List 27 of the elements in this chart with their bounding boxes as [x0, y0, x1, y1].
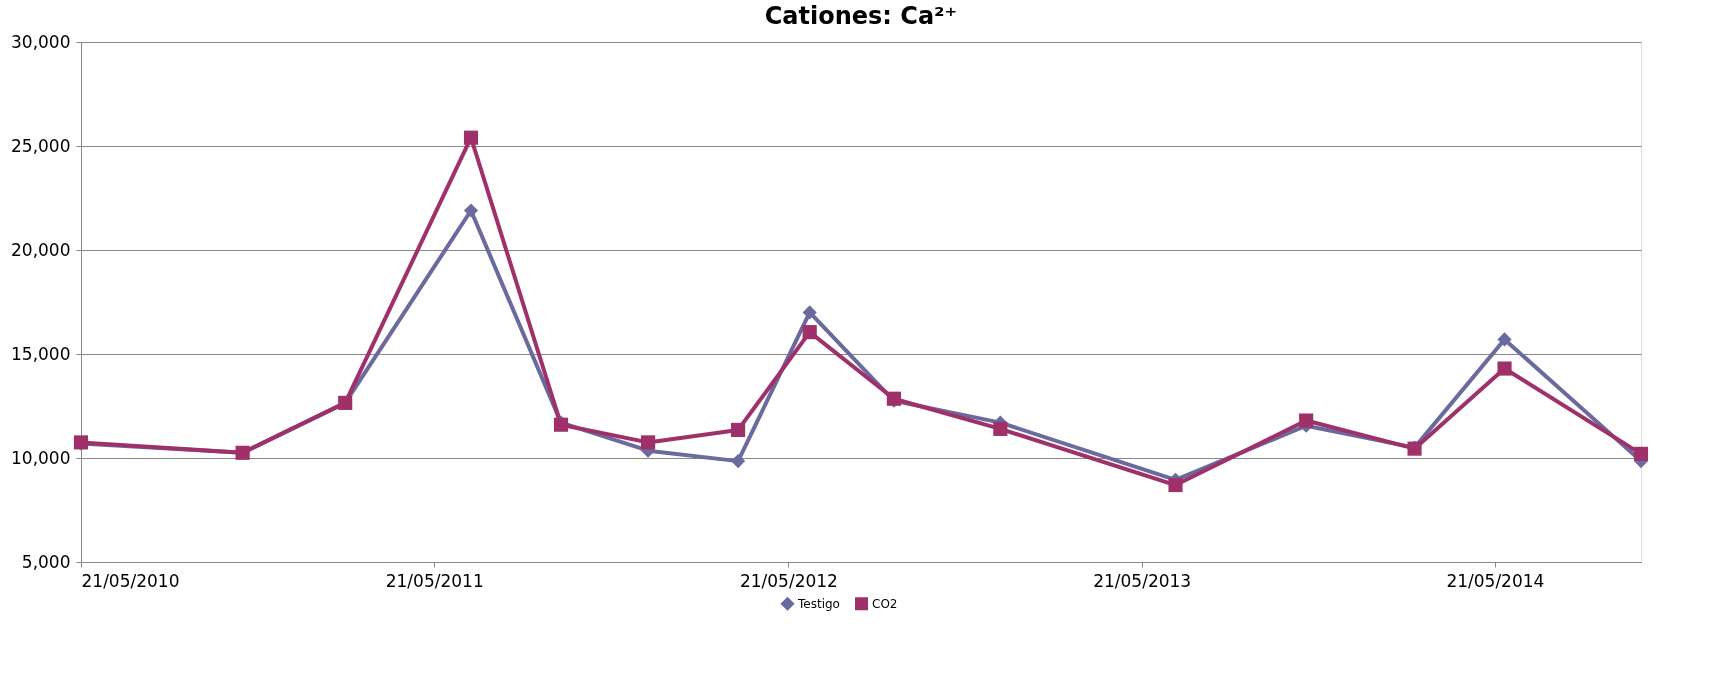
y-tick-label: 15,000: [11, 343, 71, 364]
point: [1299, 413, 1314, 428]
point: [802, 305, 817, 320]
point: [731, 422, 746, 437]
x-tick-label: 21/05/2013: [1093, 570, 1192, 591]
legend-label: CO2: [872, 596, 898, 611]
point: [802, 325, 817, 340]
chart-title: Cationes: Ca²⁺: [764, 2, 958, 30]
point: [731, 454, 746, 469]
point: [463, 130, 479, 145]
legend-label: Testigo: [797, 596, 840, 611]
x-tick-label: 21/05/2014: [1446, 570, 1545, 591]
point: [1633, 446, 1649, 461]
y-tick-label: 10,000: [11, 447, 71, 468]
point: [1497, 361, 1512, 376]
y-tick-label: 5,000: [21, 551, 71, 572]
point: [641, 435, 656, 450]
x-tick-label: 21/05/2010: [81, 570, 180, 591]
point: [463, 203, 479, 218]
y-tick-label: 25,000: [11, 135, 71, 156]
point: [993, 421, 1008, 436]
point: [1497, 332, 1512, 347]
x-tick-label: 21/05/2012: [739, 570, 838, 591]
y-tick-label: 30,000: [11, 31, 71, 52]
y-tick-label: 20,000: [11, 239, 71, 260]
point: [1168, 477, 1183, 493]
x-tick-label: 21/05/2011: [385, 570, 484, 591]
